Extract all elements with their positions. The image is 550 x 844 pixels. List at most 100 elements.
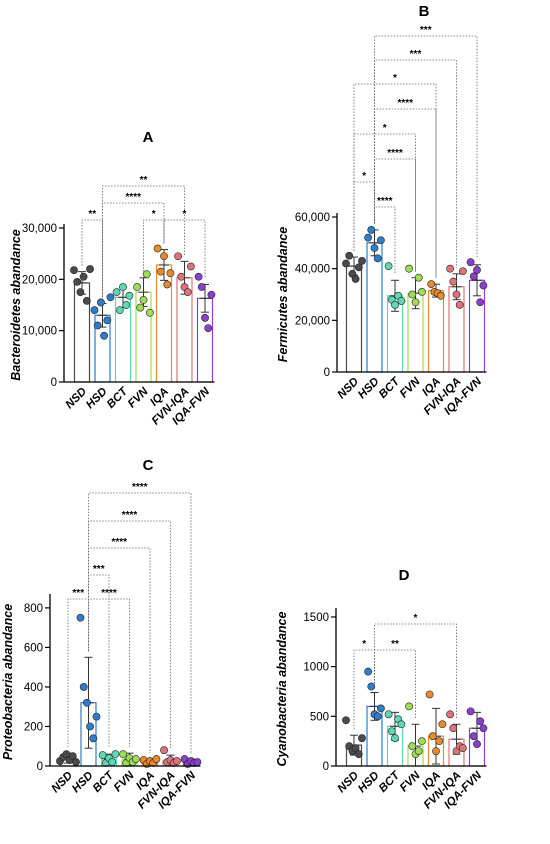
data-point-d-0-5 [358, 734, 366, 743]
panel-label-b: B [419, 3, 430, 20]
data-point-d-3-1 [408, 742, 417, 751]
data-point-c-2-4 [111, 750, 120, 759]
x-tick-label-c-2: BCT [91, 769, 117, 795]
significance-bracket-a-2 [102, 185, 185, 298]
significance-label-a-1: **** [125, 192, 141, 203]
significance-label-c-0: *** [72, 588, 84, 599]
data-point-a-1-0 [90, 306, 99, 315]
significance-label-d-2: * [414, 613, 418, 624]
bar-b-iqa [427, 290, 445, 373]
x-tick-label-a-2: BCT [105, 385, 131, 411]
significance-bracket-c-2 [88, 598, 130, 748]
data-point-a-0-2 [76, 288, 85, 297]
significance-bracket-c-3 [88, 547, 151, 754]
data-point-d-3-3 [414, 747, 423, 755]
data-point-a-1-5 [106, 293, 115, 302]
data-point-a-5-3 [183, 288, 192, 297]
significance-bracket-c-1 [88, 574, 110, 749]
y-tick-label-b-3: 60,000 [295, 212, 330, 224]
data-point-b-1-1 [367, 226, 376, 234]
significance-bracket-b-1 [374, 206, 396, 275]
data-point-b-3-4 [417, 288, 426, 296]
data-point-c-3-4 [131, 755, 140, 763]
data-point-b-1-2 [370, 244, 379, 252]
data-point-b-6-1 [469, 272, 478, 281]
data-point-a-6-4 [207, 290, 216, 299]
y-tick-label-b-0: 0 [324, 367, 330, 379]
significance-label-c-3: **** [111, 537, 127, 548]
y-tick-label-a-1: 10,000 [22, 326, 57, 338]
data-point-b-2-4 [397, 297, 406, 305]
y-tick-label-d-0: 0 [323, 761, 329, 773]
data-point-c-1-1 [79, 683, 88, 691]
data-point-b-5-1 [449, 277, 458, 286]
data-point-b-2-2 [391, 300, 399, 309]
data-point-a-2-1 [115, 306, 124, 315]
data-point-d-3-0 [405, 702, 413, 711]
y-tick-label-c-1: 200 [24, 721, 43, 733]
x-tick-label-c-0: NSD [49, 770, 75, 796]
x-tick-label-d-1: HSD [356, 770, 382, 796]
data-point-a-0-0 [70, 266, 78, 274]
y-axis-label-a: Bacteroidetes abandance [9, 229, 23, 380]
data-point-a-4-3 [163, 280, 172, 289]
significance-label-b-1: **** [377, 196, 393, 207]
significance-label-b-3: * [383, 123, 387, 134]
data-point-a-1-4 [103, 316, 112, 325]
data-point-a-0-5 [86, 265, 94, 273]
data-point-d-2-0 [384, 710, 393, 719]
data-point-b-5-0 [446, 264, 454, 273]
data-point-b-6-3 [476, 298, 485, 307]
data-point-c-1-2 [83, 698, 91, 707]
significance-label-b-6: *** [410, 49, 422, 60]
data-point-a-6-3 [204, 324, 213, 332]
data-point-b-5-3 [455, 300, 464, 309]
data-point-d-6-4 [479, 724, 488, 733]
data-point-b-2-0 [384, 262, 393, 270]
significance-bracket-c-4 [88, 520, 171, 750]
y-tick-label-a-0: 0 [51, 377, 57, 389]
significance-label-c-1: *** [93, 564, 105, 575]
data-point-b-6-2 [473, 266, 481, 274]
data-point-a-3-2 [139, 295, 148, 304]
y-axis-label-b: Fermicutes abandance [276, 227, 290, 363]
data-point-b-5-2 [452, 290, 461, 299]
x-tick-label-a-0: NSD [63, 386, 89, 412]
bar-b-hsd [366, 242, 383, 373]
data-point-a-2-3 [122, 301, 131, 309]
panel-label-c: C [143, 457, 154, 474]
significance-label-b-5: * [393, 73, 397, 84]
x-tick-label-c-1: HSD [70, 770, 96, 796]
x-tick-label-c-3: FVN [112, 769, 137, 794]
data-point-b-4-3 [436, 291, 445, 300]
data-point-d-4-1 [428, 732, 437, 741]
y-axis-label-d: Cyanobacteria abandance [275, 611, 289, 766]
data-point-c-1-4 [89, 734, 98, 743]
significance-bracket-b-2 [374, 158, 416, 272]
significance-label-a-0: ** [88, 209, 96, 220]
data-point-b-0-3 [351, 275, 360, 283]
y-tick-label-c-0: 0 [37, 761, 43, 773]
data-point-b-0-5 [358, 257, 366, 265]
data-point-d-5-4 [458, 744, 467, 753]
data-point-d-5-1 [449, 724, 458, 733]
significance-bracket-c-5 [88, 492, 192, 754]
data-point-c-1-5 [92, 712, 101, 721]
data-point-d-1-0 [364, 667, 372, 676]
significance-label-b-2: **** [387, 148, 403, 159]
data-point-d-4-2 [432, 747, 440, 755]
significance-bracket-b-3 [353, 133, 416, 272]
y-tick-label-b-2: 40,000 [295, 264, 330, 276]
data-point-b-3-1 [408, 290, 417, 299]
x-tick-label-b-2: BCT [377, 375, 403, 401]
data-point-d-3-4 [417, 737, 426, 746]
significance-bracket-a-3 [143, 219, 165, 272]
data-point-c-5-0 [160, 746, 168, 755]
data-point-d-2-1 [387, 727, 396, 736]
data-point-b-1-3 [373, 254, 382, 263]
data-point-a-0-1 [73, 277, 82, 286]
significance-label-b-7: *** [420, 25, 432, 36]
x-tick-label-d-0: NSD [335, 770, 361, 796]
data-point-a-5-1 [177, 272, 186, 281]
data-point-a-2-0 [112, 288, 121, 297]
